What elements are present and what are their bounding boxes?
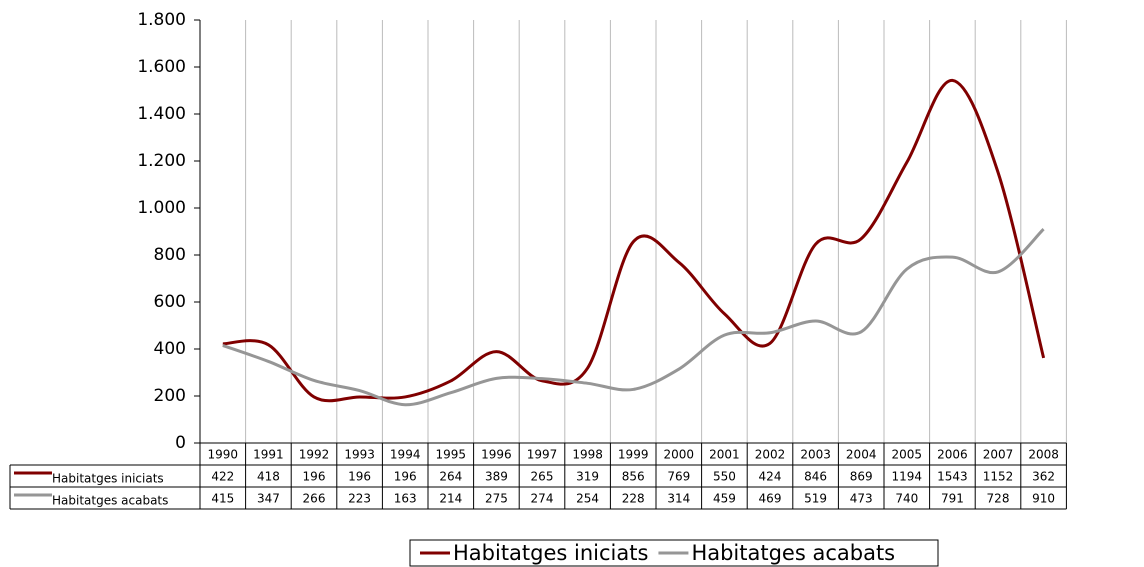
x-tick-label: 1998 <box>572 448 603 462</box>
x-tick-label: 1993 <box>344 448 375 462</box>
table-value: 550 <box>713 470 736 484</box>
table-value: 473 <box>850 492 873 506</box>
table-value: 846 <box>804 470 827 484</box>
legend-label: Habitatges iniciats <box>453 541 648 565</box>
table-row-label: Habitatges iniciats <box>52 472 164 486</box>
y-tick-label: 400 <box>154 339 186 359</box>
table-value: 459 <box>713 492 736 506</box>
table-value: 869 <box>850 470 873 484</box>
table-value: 791 <box>941 492 964 506</box>
table-value: 265 <box>531 470 554 484</box>
y-tick-label: 800 <box>154 245 186 265</box>
x-tick-label: 2005 <box>892 448 923 462</box>
x-tick-label: 2007 <box>983 448 1014 462</box>
table-value: 910 <box>1032 492 1055 506</box>
table-value: 223 <box>348 492 371 506</box>
table-value: 469 <box>759 492 782 506</box>
x-tick-label: 1992 <box>299 448 330 462</box>
x-tick-label: 1996 <box>481 448 512 462</box>
table-value: 196 <box>348 470 371 484</box>
y-tick-label: 1.000 <box>137 198 186 218</box>
legend-label: Habitatges acabats <box>691 541 895 565</box>
y-tick-label: 0 <box>175 433 186 453</box>
table-value: 196 <box>394 470 417 484</box>
x-tick-label: 2003 <box>800 448 831 462</box>
table-value: 418 <box>257 470 280 484</box>
table-value: 196 <box>303 470 326 484</box>
x-tick-label: 2006 <box>937 448 968 462</box>
table-value: 728 <box>987 492 1010 506</box>
y-tick-label: 1.200 <box>137 151 186 171</box>
table-value: 266 <box>303 492 326 506</box>
y-tick-label: 1.800 <box>137 10 186 30</box>
x-tick-label: 1997 <box>527 448 558 462</box>
line-series <box>222 228 1045 407</box>
table-value: 228 <box>622 492 645 506</box>
y-tick-label: 1.600 <box>137 57 186 77</box>
table-value: 389 <box>485 470 508 484</box>
table-value: 769 <box>667 470 690 484</box>
table-value: 415 <box>211 492 234 506</box>
x-tick-label: 2001 <box>709 448 740 462</box>
x-tick-label: 2000 <box>664 448 695 462</box>
table-value: 214 <box>439 492 462 506</box>
table-value: 319 <box>576 470 599 484</box>
table-value: 254 <box>576 492 599 506</box>
table-value: 740 <box>895 492 918 506</box>
table-value: 422 <box>211 470 234 484</box>
table-value: 1152 <box>983 470 1014 484</box>
x-tick-label: 1994 <box>390 448 421 462</box>
table-value: 856 <box>622 470 645 484</box>
table-row-label: Habitatges acabats <box>52 494 168 508</box>
x-tick-label: 2002 <box>755 448 786 462</box>
table-value: 274 <box>531 492 554 506</box>
x-tick-label: 1990 <box>208 448 239 462</box>
table-value: 362 <box>1032 470 1055 484</box>
line-series <box>222 78 1046 403</box>
x-tick-label: 1999 <box>618 448 649 462</box>
y-tick-label: 600 <box>154 292 186 312</box>
x-tick-label: 2004 <box>846 448 877 462</box>
y-tick-label: 1.400 <box>137 104 186 124</box>
table-value: 1194 <box>892 470 923 484</box>
table-value: 275 <box>485 492 508 506</box>
table-value: 347 <box>257 492 280 506</box>
y-tick-label: 200 <box>154 386 186 406</box>
table-value: 314 <box>667 492 690 506</box>
table-value: 264 <box>439 470 462 484</box>
table-value: 163 <box>394 492 417 506</box>
table-value: 424 <box>759 470 782 484</box>
table-value: 519 <box>804 492 827 506</box>
x-tick-label: 1995 <box>436 448 467 462</box>
table-value: 1543 <box>937 470 968 484</box>
x-tick-label: 1991 <box>253 448 284 462</box>
x-tick-label: 2008 <box>1028 448 1059 462</box>
